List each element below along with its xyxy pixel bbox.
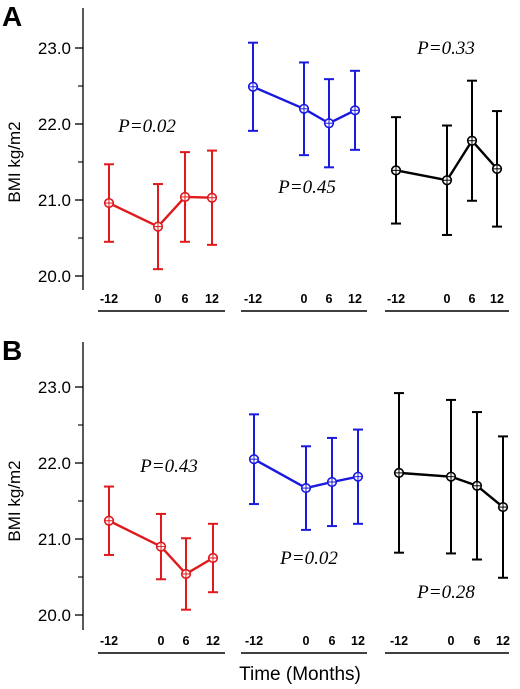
series-line: [108, 195, 213, 228]
x-tick-label: -12: [100, 634, 118, 648]
x-tick-label: 6: [329, 634, 336, 648]
x-tick-label: 12: [496, 634, 510, 648]
x-tick-label: 12: [351, 634, 365, 648]
series-line: [395, 139, 498, 182]
x-tick-label: 12: [490, 292, 504, 306]
p-value-annotation: P=0.28: [416, 582, 475, 603]
x-tick-label: 0: [158, 634, 165, 648]
p-value-annotation: P=0.43: [139, 456, 198, 477]
y-tick-label: 23.0: [38, 39, 71, 58]
p-value-annotation: P=0.02: [279, 548, 338, 569]
series-line: [253, 458, 359, 490]
x-tick-label: -12: [245, 634, 263, 648]
series-line: [398, 471, 504, 509]
y-tick-label: 22.0: [38, 115, 71, 134]
x-tick-label: 0: [303, 634, 310, 648]
x-tick-label: 6: [182, 292, 189, 306]
x-tick-label: -12: [244, 292, 262, 306]
x-tick-label: 0: [448, 634, 455, 648]
x-tick-label: 0: [301, 292, 308, 306]
x-tick-label: 0: [444, 292, 451, 306]
y-axis-title: BMI kg/m2: [5, 121, 24, 202]
y-tick-label: 20.0: [38, 267, 71, 286]
x-tick-label: 6: [469, 292, 476, 306]
series-line: [108, 519, 214, 576]
p-value-annotation: P=0.33: [416, 38, 475, 59]
x-tick-label: -12: [100, 292, 118, 306]
y-tick-label: 20.0: [38, 606, 71, 625]
y-axis-title: BMI kg/m2: [5, 460, 24, 541]
series-line: [252, 85, 356, 125]
x-tick-label: 6: [326, 292, 333, 306]
panel-letter: B: [2, 335, 22, 366]
x-tick-label: 6: [474, 634, 481, 648]
y-tick-label: 23.0: [38, 378, 71, 397]
p-value-annotation: P=0.45: [277, 177, 336, 198]
panel-letter: A: [2, 1, 22, 32]
y-tick-label: 21.0: [38, 530, 71, 549]
x-tick-label: 12: [205, 292, 219, 306]
p-value-annotation: P=0.02: [117, 116, 176, 137]
x-axis-title: Time (Months): [239, 664, 361, 685]
x-tick-label: 12: [206, 634, 220, 648]
panel-a: A BMI kg/m2 20.0 21.0 22.0 23.0 -12 0 6 12 P=0.02 -…: [2, 1, 509, 312]
x-tick-label: -12: [387, 292, 405, 306]
x-tick-label: 12: [348, 292, 362, 306]
x-tick-label: 0: [155, 292, 162, 306]
panel-b: B BMI kg/m2 20.0 21.0 22.0 23.0 -12 0 6 12 P=0.43 -…: [2, 335, 510, 654]
y-tick-label: 22.0: [38, 454, 71, 473]
y-tick-label: 21.0: [38, 191, 71, 210]
x-tick-label: 6: [183, 634, 190, 648]
x-tick-label: -12: [390, 634, 408, 648]
